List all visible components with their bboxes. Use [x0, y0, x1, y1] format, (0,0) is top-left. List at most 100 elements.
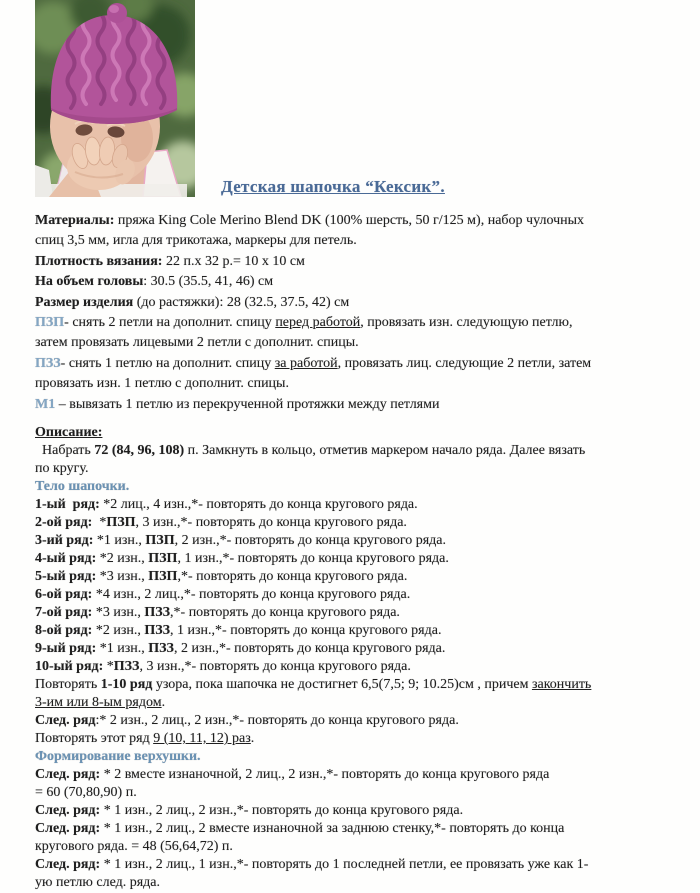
- text-line: 3-им или 8-ым рядом.: [35, 694, 690, 712]
- text-run: След. ряд:: [35, 821, 101, 837]
- text-line: На объем головы: 30.5 (35.5, 41, 46) см: [35, 272, 690, 292]
- text-line: М1 – вывязать 1 петлю из перекрученной п…: [35, 395, 690, 415]
- text-line: Повторять этот ряд 9 (10, 11, 12) раз.: [35, 730, 690, 748]
- pattern-title: Детская шапочка “Кексик”.: [221, 177, 445, 196]
- text-run: 8-ой ряд:: [35, 623, 93, 639]
- text-run: След. ряд: [35, 713, 96, 729]
- text-run: (до растяжки): 28 (32.5, 37.5, 42) см: [133, 294, 350, 310]
- text-run: 1-ый ряд:: [35, 497, 100, 513]
- text-run: ую петлю след. ряда.: [35, 875, 161, 891]
- text-line: Материалы: пряжа King Cole Merino Blend …: [35, 211, 690, 231]
- text-line: 9-ый ряд: *1 изн., ПЗЗ, 2 изн.,*- повтор…: [35, 640, 690, 658]
- photo-knitted-hat: [50, 3, 178, 124]
- text-run: 7-ой ряд:: [35, 605, 93, 621]
- text-run: Повторять: [35, 677, 101, 693]
- text-line: 7-ой ряд: *3 изн., ПЗЗ,*- повторять до к…: [35, 604, 690, 622]
- text-line: затем провязать лицевыми 2 петли с допол…: [35, 333, 690, 353]
- text-run: ПЗП: [35, 315, 65, 331]
- text-run: ПЗП: [106, 515, 136, 531]
- text-run: *4 изн., 2 лиц.,*- повторять до конца кр…: [92, 587, 411, 603]
- text-run: п. Замкнуть в кольцо, отметив маркером н…: [184, 443, 586, 459]
- text-run: ПЗЗ: [113, 659, 140, 675]
- text-run: ПЗЗ: [35, 355, 61, 371]
- text-run: На объем головы: [35, 274, 144, 290]
- text-run: перед работой: [275, 315, 361, 331]
- text-run: Набрать: [35, 443, 95, 459]
- text-run: , 2 изн.,*- повторять до конца кругового…: [174, 533, 447, 549]
- text-line: провязать изн. 1 петлю с дополнит. спицы…: [35, 374, 690, 394]
- text-run: 9-ый ряд:: [35, 641, 97, 657]
- text-run: закончить: [531, 677, 592, 693]
- text-run: * 1 изн., 2 лиц., 2 изн.,*- повторять до…: [100, 803, 464, 819]
- text-run: за работой: [274, 355, 338, 371]
- text-run: *3 изн.,: [96, 569, 149, 585]
- text-run: кругового ряда. = 48 (56,64,72) п.: [35, 839, 233, 855]
- text-run: 2-ой ряд:: [35, 515, 93, 531]
- text-run: :* 2 изн., 2 лиц., 2 изн.,*- повторять д…: [95, 713, 459, 729]
- text-run: Размер изделия: [35, 294, 134, 310]
- text-line: 5-ый ряд: *3 изн., ПЗП,*- повторять до к…: [35, 568, 690, 586]
- text-line: = 60 (70,80,90) п.: [35, 784, 690, 802]
- text-run: провязать изн. 1 петлю с дополнит. спицы…: [35, 376, 289, 392]
- text-run: *1 изн.,: [93, 533, 146, 549]
- text-run: – вывязать 1 петлю из перекрученной прот…: [55, 396, 440, 412]
- text-line: След. ряд:* 2 изн., 2 лиц., 2 изн.,*- по…: [35, 712, 690, 730]
- pattern-text: Материалы: пряжа King Cole Merino Blend …: [35, 211, 690, 892]
- baby-photo: [35, 0, 195, 197]
- text-run: спиц 3,5 мм, игла для трикотажа, маркеры…: [35, 233, 357, 249]
- text-run: 3-им или 8-ым рядом: [35, 695, 162, 711]
- text-run: Описание:: [35, 425, 103, 441]
- text-run: ПЗП: [145, 533, 175, 549]
- text-line: След. ряд: * 1 изн., 2 лиц., 1 изн.,*- п…: [35, 856, 690, 874]
- text-line: Описание:: [35, 424, 690, 442]
- text-line: След. ряд: * 1 изн., 2 лиц., 2 вместе из…: [35, 820, 690, 838]
- text-run: 3-ий ряд:: [35, 533, 94, 549]
- text-run: ПЗП: [148, 569, 178, 585]
- text-run: ПЗЗ: [148, 641, 174, 657]
- text-run: 5-ый ряд:: [35, 569, 97, 585]
- text-run: , 3 изн.,*- повторять до конца кругового…: [135, 515, 407, 531]
- text-run: М1: [35, 396, 56, 412]
- text-run: по кругу.: [35, 461, 89, 477]
- text-run: *: [103, 659, 114, 675]
- text-run: * 1 изн., 2 лиц., 2 вместе изнаночной за…: [100, 821, 565, 837]
- text-run: Повторять этот ряд: [35, 731, 154, 747]
- text-line: 2-ой ряд: *ПЗП, 3 изн.,*- повторять до к…: [35, 514, 690, 532]
- text-line: След. ряд: * 1 изн., 2 лиц., 2 изн.,*- п…: [35, 802, 690, 820]
- text-line: След. ряд: * 2 вместе изнаночной, 2 лиц.…: [35, 766, 690, 784]
- text-run: , провязать лиц. следующие 2 петли, зате…: [337, 355, 592, 371]
- text-run: *2 изн.,: [92, 623, 145, 639]
- photo-baby-hand: [49, 136, 135, 197]
- text-line: спиц 3,5 мм, игла для трикотажа, маркеры…: [35, 231, 690, 251]
- text-line: Повторять 1-10 ряд узора, пока шапочка н…: [35, 676, 690, 694]
- text-line: ПЗЗ- снять 1 петлю на дополнит. спицу за…: [35, 354, 690, 374]
- text-run: Материалы:: [35, 213, 115, 228]
- text-line: Размер изделия (до растяжки): 28 (32.5, …: [35, 293, 690, 313]
- text-run: След. ряд:: [35, 767, 101, 783]
- text-run: След. ряд:: [35, 803, 101, 819]
- text-run: *2 лиц., 4 изн.,*- повторять до конца кр…: [99, 497, 418, 513]
- text-run: 22 п.х 32 р.= 10 х 10 см: [162, 253, 305, 269]
- text-line: 1-ый ряд: *2 лиц., 4 изн.,*- повторять д…: [35, 496, 690, 514]
- text-run: , 1 изн.,*- повторять до конца кругового…: [170, 623, 442, 639]
- text-run: 9 (10, 11, 12) раз: [153, 731, 251, 747]
- text-line: Плотность вязания: 22 п.х 32 р.= 10 х 10…: [35, 252, 690, 272]
- text-line: [35, 415, 690, 424]
- text-run: 72 (84, 96, 108): [94, 443, 185, 459]
- text-line: кругового ряда. = 48 (56,64,72) п.: [35, 838, 690, 856]
- text-line: по кругу.: [35, 460, 690, 478]
- text-run: , 2 изн.,*- повторять до конца кругового…: [173, 641, 446, 657]
- text-line: Тело шапочки.: [35, 478, 690, 496]
- text-run: 6-ой ряд:: [35, 587, 93, 603]
- text-line: 3-ий ряд: *1 изн., ПЗП, 2 изн.,*- повтор…: [35, 532, 690, 550]
- text-run: - снять 1 петлю на дополнит. спицу: [60, 355, 275, 371]
- text-run: *: [92, 515, 107, 531]
- text-run: , 3 изн.,*- повторять до конца кругового…: [139, 659, 411, 675]
- text-run: *3 изн.,: [92, 605, 145, 621]
- text-run: * 1 изн., 2 лиц., 1 изн.,*- повторять до…: [100, 857, 589, 873]
- text-run: , провязать изн. следующую петлю,: [360, 315, 573, 331]
- text-run: След. ряд:: [35, 857, 101, 873]
- text-run: ,*- повторять до конца кругового ряда.: [177, 569, 408, 585]
- text-run: ,*- повторять до конца кругового ряда.: [170, 605, 400, 621]
- text-line: ую петлю след. ряда.: [35, 874, 690, 892]
